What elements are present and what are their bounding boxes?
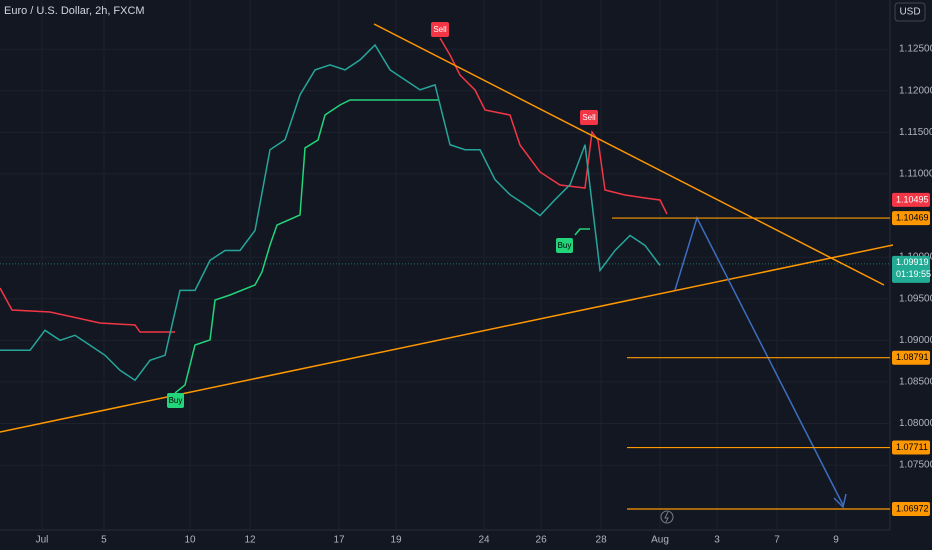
x-tick-label: 10 [184,535,196,546]
projection-arrowhead [833,493,847,509]
y-tick-label: 1.08000 [899,418,932,429]
signal-badge [556,238,573,253]
resistance-trendline [373,23,885,286]
price-tag-label: 1.10469 [896,212,929,222]
y-tick-label: 1.09000 [899,335,932,346]
currency-label: USD [899,7,920,18]
symbol-title: Euro / U.S. Dollar, 2h, FXCM [4,5,145,17]
countdown-label: 01:19:55 [896,269,931,279]
x-tick-label: 19 [390,535,402,546]
last-price-tag [892,255,930,283]
x-tick-label: 17 [333,535,345,546]
price-tag [892,350,930,365]
price-tag [892,502,930,517]
x-tick-label: 12 [245,535,257,546]
events-icon-bolt [664,511,669,523]
price-tag-label: 1.07711 [896,442,928,452]
signal-text: Buy [169,396,183,405]
x-tick-label: 7 [774,535,780,546]
price-tag-label: 1.06972 [896,503,929,513]
x-tick-label: 3 [714,535,720,546]
price-tag [892,440,930,455]
x-tick-label: 9 [833,535,839,546]
supertrend-down [439,37,668,215]
y-tick-label: 1.09500 [899,293,932,304]
events-icon[interactable] [660,510,674,524]
y-tick-label: 1.08500 [899,377,932,388]
last-price-label: 1.09919 [896,257,929,267]
price-line [0,43,661,382]
y-tick-label: 1.11000 [899,169,932,180]
x-tick-label: Aug [651,535,669,546]
signal-badge [167,393,184,408]
signal-text: Sell [433,25,447,34]
supertrend-up [174,99,438,394]
y-tick-label: 1.12500 [899,44,932,55]
price-tag-label: 1.10495 [896,194,929,204]
plot [0,23,894,510]
signal-buy: Buy [556,238,573,253]
signal-text: Sell [582,113,596,122]
signal-text: Buy [558,241,572,250]
support-trendline [0,244,894,433]
signal-buy: Buy [167,393,184,408]
signal-badge [580,110,598,125]
price-tag [892,211,930,226]
currency-button[interactable] [894,2,926,22]
x-tick-label: 26 [536,535,548,546]
supertrend-up [574,228,590,236]
grid [0,0,890,530]
signal-badge [431,22,449,37]
x-tick-label: Jul [36,535,49,546]
y-tick-label: 1.11500 [899,127,932,138]
y-tick-label: 1.07500 [899,460,932,471]
x-tick-label: 28 [596,535,608,546]
x-tick-label: 24 [479,535,491,546]
signal-sell: Sell [580,110,598,125]
signal-sell: Sell [431,22,449,37]
supertrend-down [0,287,175,333]
price-tag-label: 1.08791 [896,352,929,362]
price-tag [892,192,930,207]
x-tick-label: 5 [101,535,107,546]
y-tick-label: 1.12000 [899,85,932,96]
